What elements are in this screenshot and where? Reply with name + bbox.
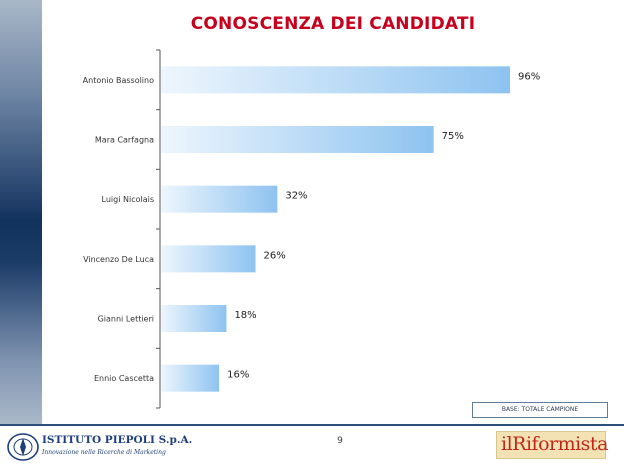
istituto-piepoli-logo: ISTITUTO PIEPOLI S.p.A. Innovazione nell… — [6, 430, 192, 464]
bar — [161, 305, 227, 332]
footer-divider — [0, 424, 624, 426]
category-label: Vincenzo De Luca — [83, 255, 154, 264]
piepoli-emblem-icon — [7, 433, 39, 461]
category-label: Mara Carfagna — [95, 136, 154, 145]
sidebar-decoration — [0, 0, 42, 424]
bar-chart: Antonio Bassolino 96% Mara Carfagna 75% Luig… — [83, 49, 540, 409]
bar — [161, 185, 278, 213]
data-label: 32% — [285, 191, 307, 202]
category-label: Antonio Bassolino — [83, 76, 154, 85]
riformista-logo-text: ilRiformista — [501, 433, 608, 455]
bar — [161, 364, 220, 392]
data-label: 18% — [234, 310, 256, 321]
category-label: Ennio Cascetta — [94, 374, 154, 383]
category-label: Luigi Nicolais — [102, 195, 154, 204]
category-label: Gianni Lettieri — [98, 315, 154, 324]
data-label: 75% — [442, 131, 464, 142]
page-number: 9 — [337, 436, 343, 446]
logo-tagline: Innovazione nelle Ricerche di Marketing — [42, 449, 166, 456]
bar — [161, 126, 434, 153]
bar — [161, 66, 510, 94]
logo-name: ISTITUTO PIEPOLI S.p.A. — [42, 434, 193, 446]
bar — [161, 245, 256, 273]
data-label: 96% — [518, 71, 540, 82]
data-label: 26% — [264, 250, 286, 261]
data-label: 16% — [227, 370, 249, 381]
il-riformista-logo: ilRiformista — [496, 431, 608, 459]
page-title: CONOSCENZA DEI CANDIDATI — [190, 14, 476, 34]
base-label-box: BASE: TOTALE CAMPIONE — [472, 402, 608, 418]
